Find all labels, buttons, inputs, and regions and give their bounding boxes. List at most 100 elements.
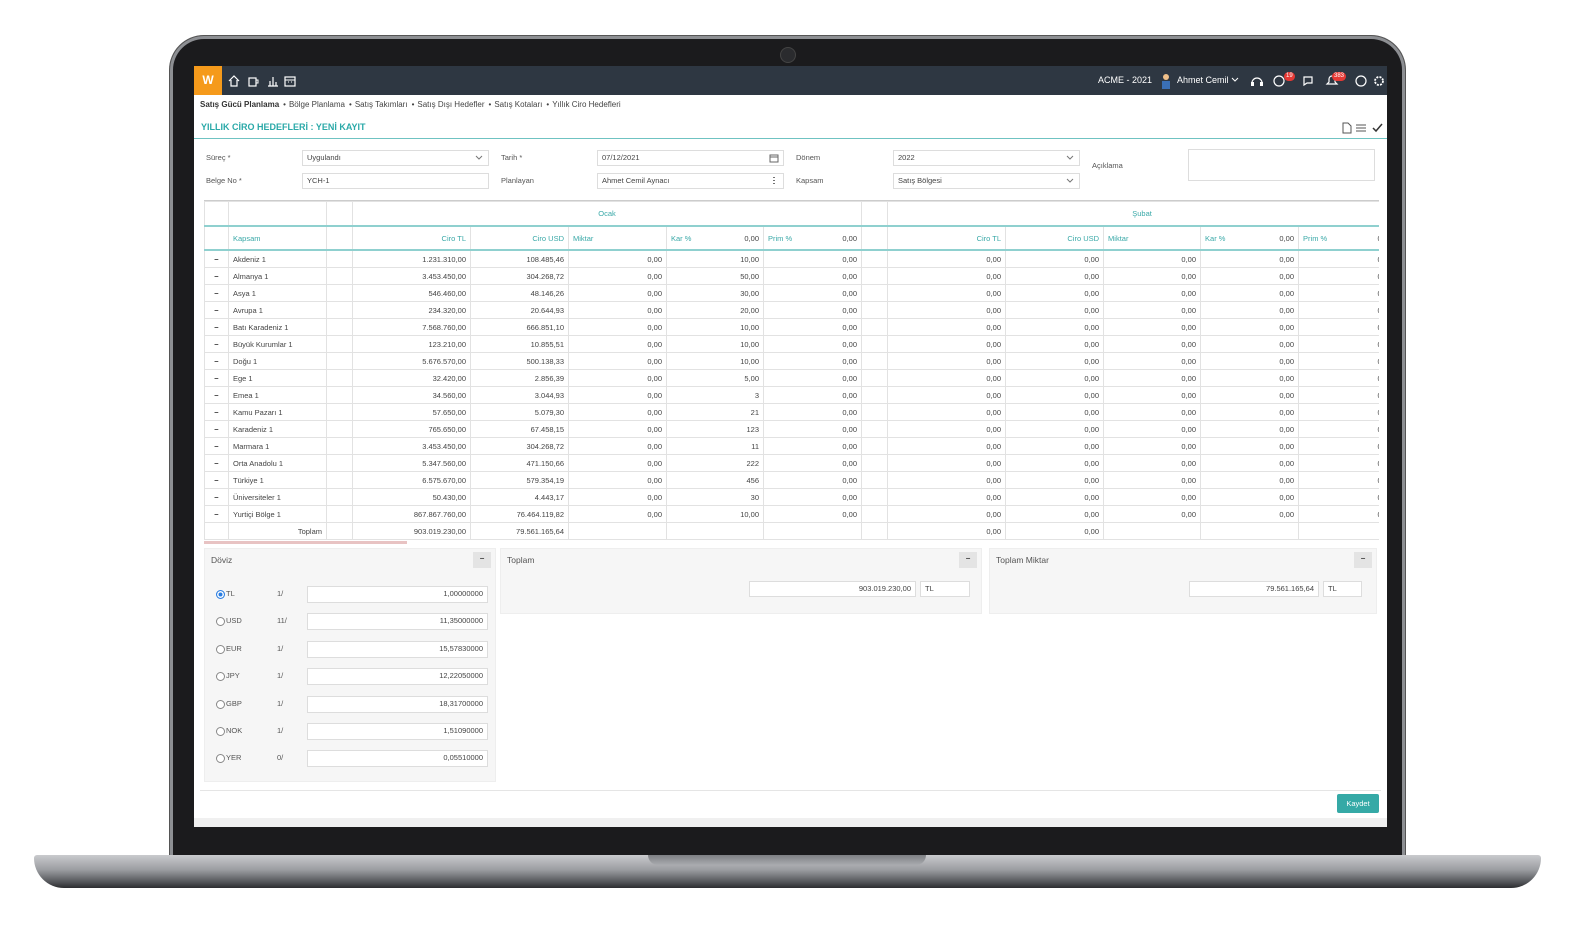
value-cell[interactable]: 0,00 <box>1298 318 1379 336</box>
value-cell[interactable]: 500.138,33 <box>470 352 569 370</box>
value-cell[interactable]: 471.150,66 <box>470 454 569 472</box>
field-input[interactable]: Uygulandı <box>302 150 489 166</box>
value-cell[interactable]: 10.855,51 <box>470 335 569 353</box>
remove-button[interactable]: − <box>204 249 229 268</box>
value-cell[interactable]: 50.430,00 <box>352 488 471 506</box>
value-cell[interactable]: 0,00 <box>1298 437 1379 455</box>
value-cell[interactable]: 0,00 <box>1200 454 1300 472</box>
value-cell[interactable]: 0,00 <box>1200 471 1300 489</box>
breadcrumb-item[interactable]: Satış Gücü Planlama <box>200 100 280 109</box>
value-cell[interactable]: 6.575.670,00 <box>352 471 471 489</box>
value-cell[interactable]: 0,00 <box>1005 369 1105 387</box>
currency-input[interactable]: TL <box>920 581 970 597</box>
value-cell[interactable]: 0,00 <box>1005 318 1105 336</box>
value-cell[interactable]: 10,00 <box>666 249 764 268</box>
value-cell[interactable]: 0,00 <box>1103 454 1202 472</box>
value-cell[interactable]: 0,00 <box>762 335 863 353</box>
field-input[interactable]: Ahmet Cemil Aynacı <box>597 173 784 189</box>
value-cell[interactable]: 579.354,19 <box>470 471 569 489</box>
remove-button[interactable]: − <box>204 454 229 472</box>
field-input[interactable]: 07/12/2021 <box>597 150 784 166</box>
value-cell[interactable]: 0,00 <box>1298 386 1379 404</box>
value-cell[interactable]: 0,00 <box>568 301 667 319</box>
value-cell[interactable]: 0,00 <box>1005 488 1105 506</box>
value-cell[interactable]: 30,00 <box>666 284 764 302</box>
collapse-button[interactable]: − <box>473 552 491 568</box>
value-cell[interactable]: 0,00 <box>762 471 863 489</box>
currency-input[interactable]: TL <box>1323 581 1362 597</box>
value-cell[interactable]: 0,00 <box>1298 454 1379 472</box>
value-cell[interactable]: 67.458,15 <box>470 420 569 438</box>
value-cell[interactable]: 0,00 <box>1005 437 1105 455</box>
value-cell[interactable]: 0,00 <box>1103 335 1202 353</box>
remove-button[interactable]: − <box>204 437 229 455</box>
logo[interactable]: W <box>194 66 222 95</box>
value-cell[interactable]: 0,00 <box>568 488 667 506</box>
rate-input[interactable]: 15,57830000 <box>307 640 488 658</box>
value-cell[interactable]: 0,00 <box>1298 267 1379 285</box>
breadcrumb-item[interactable]: Yıllık Ciro Hedefleri <box>546 100 620 109</box>
rate-input[interactable]: 12,22050000 <box>307 668 488 686</box>
value-cell[interactable]: 0,00 <box>1298 301 1379 319</box>
rate-input[interactable]: 0,05510000 <box>307 750 488 768</box>
field-input[interactable]: 2022 <box>893 150 1080 166</box>
value-cell[interactable]: 0,00 <box>568 249 667 268</box>
value-cell[interactable]: 0,00 <box>762 437 863 455</box>
value-cell[interactable]: 456 <box>666 471 764 489</box>
value-cell[interactable]: 546.460,00 <box>352 284 471 302</box>
breadcrumb-item[interactable]: Satış Kotaları <box>489 100 543 109</box>
rate-input[interactable]: 1,00000000 <box>307 586 488 603</box>
value-cell[interactable]: 0,00 <box>568 267 667 285</box>
value-cell[interactable]: 0,00 <box>1005 267 1105 285</box>
toolbar-icons[interactable] <box>1250 74 1387 88</box>
value-cell[interactable]: 3.044,93 <box>470 386 569 404</box>
value-cell[interactable]: 2.856,39 <box>470 369 569 387</box>
value-cell[interactable]: 21 <box>666 403 764 421</box>
value-cell[interactable]: 3 <box>666 386 764 404</box>
value-cell[interactable]: 0,00 <box>1200 420 1300 438</box>
remove-button[interactable]: − <box>204 386 229 404</box>
value-cell[interactable]: 0,00 <box>762 420 863 438</box>
value-cell[interactable]: 0,00 <box>1298 420 1379 438</box>
value-cell[interactable]: 7.568.760,00 <box>352 318 471 336</box>
value-cell[interactable]: 32.420,00 <box>352 369 471 387</box>
scrollbar[interactable] <box>204 541 407 544</box>
value-cell[interactable]: 0,00 <box>887 386 1007 404</box>
value-cell[interactable]: 0,00 <box>887 301 1007 319</box>
radio[interactable] <box>216 754 225 764</box>
value-cell[interactable]: 5.676.570,00 <box>352 352 471 370</box>
value-cell[interactable]: 0,00 <box>762 505 863 523</box>
value-cell[interactable]: 0,00 <box>1103 471 1202 489</box>
page-actions[interactable] <box>1341 122 1385 134</box>
collapse-button[interactable]: − <box>1354 552 1372 568</box>
select-icon[interactable] <box>1065 153 1075 163</box>
value-cell[interactable]: 0,00 <box>1200 284 1300 302</box>
value-cell[interactable]: 4.443,17 <box>470 488 569 506</box>
value-cell[interactable]: 0,00 <box>1103 301 1202 319</box>
value-cell[interactable]: 0,00 <box>887 471 1007 489</box>
value-cell[interactable]: 0,00 <box>1200 301 1300 319</box>
value-cell[interactable]: 3.453.450,00 <box>352 437 471 455</box>
value-cell[interactable]: 10,00 <box>666 352 764 370</box>
value-cell[interactable]: 0,00 <box>568 420 667 438</box>
value-cell[interactable]: 10,00 <box>666 335 764 353</box>
value-cell[interactable]: 867.867.760,00 <box>352 505 471 523</box>
value-cell[interactable]: 0,00 <box>1200 403 1300 421</box>
remove-button[interactable]: − <box>204 369 229 387</box>
value-cell[interactable]: 0,00 <box>568 335 667 353</box>
value-cell[interactable]: 304.268,72 <box>470 267 569 285</box>
value-cell[interactable]: 1.231.310,00 <box>352 249 471 268</box>
value-cell[interactable]: 765.650,00 <box>352 420 471 438</box>
value-cell[interactable]: 0,00 <box>762 454 863 472</box>
total-input[interactable]: 903.019.230,00 <box>749 581 916 597</box>
value-cell[interactable]: 0,00 <box>1103 369 1202 387</box>
description-input[interactable] <box>1188 149 1375 181</box>
collapse-button[interactable]: − <box>959 552 977 568</box>
more-icon[interactable] <box>769 176 779 186</box>
remove-button[interactable]: − <box>204 284 229 302</box>
value-cell[interactable]: 0,00 <box>1298 352 1379 370</box>
radio[interactable] <box>216 644 225 654</box>
radio[interactable] <box>216 617 225 627</box>
select-icon[interactable] <box>1065 176 1075 186</box>
value-cell[interactable]: 34.560,00 <box>352 386 471 404</box>
